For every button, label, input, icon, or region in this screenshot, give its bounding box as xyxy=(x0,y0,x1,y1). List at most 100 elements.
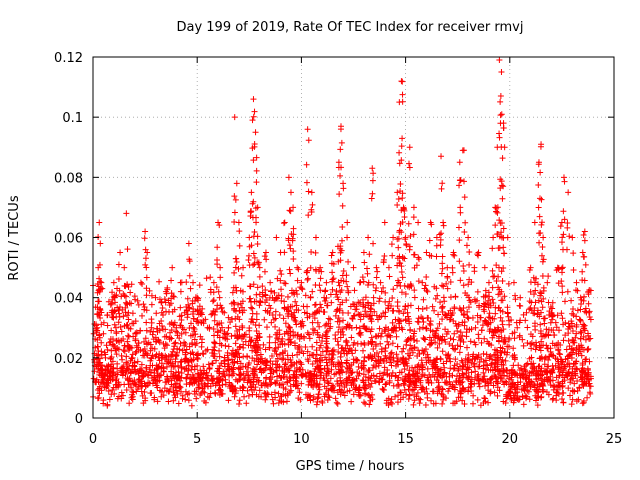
data-point xyxy=(340,267,347,274)
data-point xyxy=(570,250,577,257)
data-point xyxy=(440,360,447,367)
x-axis-label: GPS time / hours xyxy=(296,459,405,474)
data-point xyxy=(382,381,389,388)
data-point xyxy=(446,341,453,348)
data-point xyxy=(394,377,401,384)
data-point xyxy=(304,303,311,310)
data-point xyxy=(308,248,315,255)
data-point xyxy=(429,361,436,368)
data-point xyxy=(193,318,200,325)
y-tick-label: 0.06 xyxy=(54,232,83,247)
data-point xyxy=(537,321,544,328)
data-point xyxy=(234,378,241,385)
data-point xyxy=(561,178,568,185)
data-point xyxy=(222,376,229,383)
data-point xyxy=(344,283,351,290)
data-point xyxy=(362,390,369,397)
data-point xyxy=(481,394,488,401)
data-point xyxy=(263,324,270,331)
data-point xyxy=(344,234,351,241)
data-point xyxy=(335,324,342,331)
data-point xyxy=(576,316,583,323)
data-point xyxy=(579,249,586,256)
data-point xyxy=(514,393,521,400)
data-point xyxy=(370,294,377,301)
data-point xyxy=(247,209,254,216)
data-point xyxy=(406,164,413,171)
data-point xyxy=(124,246,131,253)
data-point xyxy=(177,304,184,311)
data-point xyxy=(233,180,240,187)
data-point xyxy=(452,293,459,300)
data-point xyxy=(439,260,446,267)
data-point xyxy=(564,288,571,295)
data-point xyxy=(526,306,533,313)
data-point xyxy=(240,344,247,351)
data-point xyxy=(252,129,259,136)
data-point xyxy=(480,376,487,383)
data-point xyxy=(494,144,501,151)
data-point xyxy=(489,296,496,303)
data-point xyxy=(323,390,330,397)
y-tick-label: 0.02 xyxy=(54,352,83,367)
data-point xyxy=(290,255,297,262)
data-point xyxy=(109,314,116,321)
data-point xyxy=(216,222,223,229)
data-point xyxy=(126,400,133,407)
data-point xyxy=(193,340,200,347)
data-point xyxy=(348,382,355,389)
data-point xyxy=(236,376,243,383)
data-point xyxy=(577,317,584,324)
data-point xyxy=(130,389,137,396)
data-point xyxy=(158,393,165,400)
data-point xyxy=(305,137,312,144)
data-point xyxy=(540,234,547,241)
data-point xyxy=(266,339,273,346)
data-point xyxy=(123,353,130,360)
data-point xyxy=(465,304,472,311)
data-point xyxy=(531,364,538,371)
data-point xyxy=(214,256,221,263)
data-point xyxy=(344,342,351,349)
data-point xyxy=(206,394,213,401)
data-point xyxy=(456,237,463,244)
data-point xyxy=(148,316,155,323)
data-point xyxy=(552,355,559,362)
data-point xyxy=(160,368,167,375)
data-point xyxy=(411,397,418,404)
data-point xyxy=(456,381,463,388)
data-point xyxy=(213,284,220,291)
data-point xyxy=(560,399,567,406)
data-point xyxy=(440,222,447,229)
data-point xyxy=(404,309,411,316)
data-point xyxy=(224,349,231,356)
data-point xyxy=(409,349,416,356)
data-point xyxy=(150,328,157,335)
data-point xyxy=(268,353,275,359)
data-point xyxy=(225,343,232,350)
data-point xyxy=(310,396,317,403)
data-point xyxy=(541,355,548,362)
data-point xyxy=(286,207,293,214)
data-point xyxy=(185,397,192,404)
data-point xyxy=(281,219,288,226)
data-point xyxy=(465,281,472,288)
data-point xyxy=(261,268,268,275)
data-point xyxy=(370,240,377,247)
data-point xyxy=(470,392,477,399)
data-point xyxy=(328,252,335,259)
data-point xyxy=(444,264,451,271)
data-point xyxy=(185,240,192,247)
data-point xyxy=(390,286,397,293)
data-point xyxy=(174,390,181,397)
data-point xyxy=(276,311,283,318)
data-point xyxy=(203,275,210,282)
data-point xyxy=(406,372,413,379)
data-point xyxy=(500,265,507,272)
data-point xyxy=(307,294,314,301)
data-point xyxy=(95,233,102,240)
data-point xyxy=(462,219,469,226)
data-point xyxy=(537,394,544,401)
data-point xyxy=(349,350,356,357)
data-point xyxy=(526,298,533,305)
